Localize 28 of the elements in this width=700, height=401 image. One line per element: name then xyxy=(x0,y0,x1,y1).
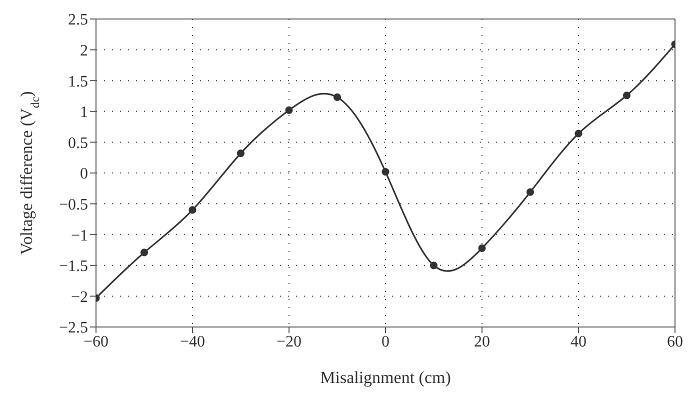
point xyxy=(382,168,390,176)
y-tick-label: −1.5 xyxy=(58,258,88,276)
point xyxy=(622,92,631,100)
point xyxy=(430,262,438,270)
point xyxy=(526,188,534,196)
y-tick-label: 0 xyxy=(80,166,88,183)
point xyxy=(478,244,486,252)
y-tick-label: −2 xyxy=(70,288,88,306)
point xyxy=(188,206,196,214)
y-tick-label: −1 xyxy=(70,227,88,244)
x-tick-label: 60 xyxy=(667,333,683,350)
point xyxy=(285,106,293,114)
y-tick-label: 2 xyxy=(80,42,88,60)
y-tick-label: −0.5 xyxy=(58,196,88,214)
x-axis-title: Misalignment (cm) xyxy=(320,368,451,387)
y-tick-label: 0.5 xyxy=(68,134,88,152)
y-tick-label: 1 xyxy=(80,104,88,122)
point xyxy=(140,248,148,256)
point xyxy=(236,149,245,158)
point xyxy=(333,93,342,102)
x-tick-label: 0 xyxy=(382,333,390,350)
x-tick-label: −20 xyxy=(276,333,302,350)
x-tick-label: −40 xyxy=(180,333,206,350)
y-tick-label: 2.5 xyxy=(68,12,88,29)
point xyxy=(574,130,582,138)
x-tick-label: 20 xyxy=(474,333,490,350)
y-tick-label: 1.5 xyxy=(68,73,88,90)
x-tick-label: 40 xyxy=(570,333,586,350)
